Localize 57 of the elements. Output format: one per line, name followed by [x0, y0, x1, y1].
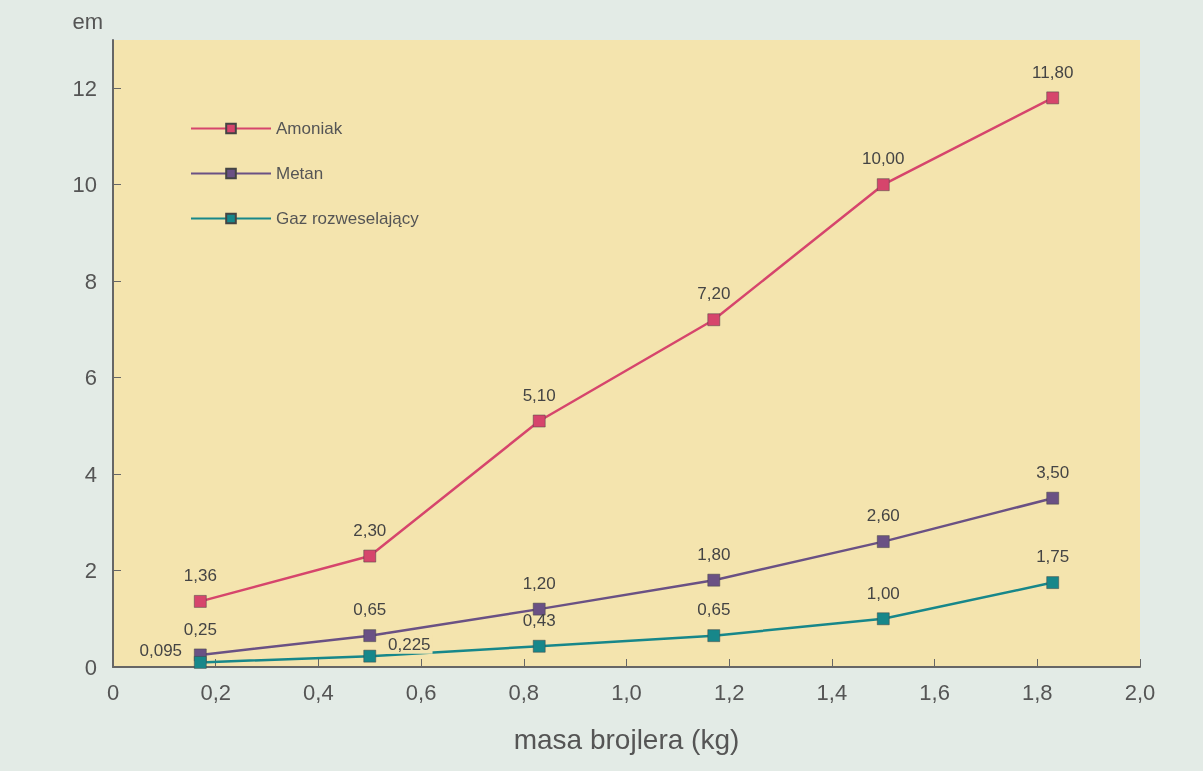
point	[1046, 491, 1059, 505]
x-tick-label: 1,8	[1022, 679, 1053, 705]
legend-label: Gaz rozweselający	[276, 209, 420, 228]
y-tick-label: 12	[72, 75, 97, 101]
y-tick-label: 6	[84, 365, 97, 391]
x-tick-label: 1,2	[713, 679, 745, 705]
point	[363, 629, 376, 642]
data-label: 1,00	[866, 583, 900, 603]
point	[1046, 91, 1059, 105]
data-label: 1,75	[1036, 547, 1070, 567]
data-label: 0,095	[139, 640, 183, 660]
point	[532, 414, 546, 428]
data-label: 1,36	[183, 566, 217, 586]
point	[707, 573, 721, 587]
y-tick-label: 2	[84, 558, 97, 584]
data-label: 1,20	[522, 573, 556, 593]
point	[877, 178, 890, 191]
x-tick-label: 1,0	[611, 679, 642, 705]
x-tick-label: 1,4	[816, 679, 848, 705]
point	[707, 629, 721, 642]
data-label: 7,20	[697, 284, 731, 304]
data-label: 0,25	[183, 619, 217, 639]
point	[707, 313, 721, 326]
data-label: 3,50	[1036, 462, 1070, 482]
x-tick-label: 0,2	[200, 679, 231, 705]
point	[532, 640, 546, 653]
y-tick-label: 10	[72, 172, 97, 198]
x-tick-label: 2,0	[1124, 679, 1156, 705]
x-tick-label: 0,6	[405, 679, 437, 705]
point	[877, 535, 890, 548]
data-label: 1,80	[697, 544, 731, 564]
point	[194, 595, 207, 608]
y-axis-title: em	[72, 8, 103, 34]
point	[1046, 576, 1059, 589]
x-tick-label: 1,6	[919, 679, 950, 705]
data-label: 0,225	[388, 634, 431, 654]
x-tick-label: 0,4	[303, 679, 334, 705]
point	[363, 549, 376, 563]
y-tick-label: 0	[84, 654, 97, 680]
data-label: 2,60	[866, 506, 900, 526]
data-label: 5,10	[522, 385, 556, 405]
legend-label: Amoniak	[276, 119, 343, 138]
point	[877, 612, 890, 626]
point	[363, 649, 376, 663]
y-tick-label: 8	[84, 268, 97, 294]
data-label: 11,80	[1032, 62, 1074, 82]
legend-label: Metan	[276, 164, 324, 183]
x-axis-title: masa brojlera (kg)	[513, 723, 740, 755]
data-label: 0,43	[522, 611, 556, 631]
x-tick-label: 0,8	[508, 679, 540, 705]
data-label: 0,65	[697, 600, 731, 620]
x-tick-label: 0	[106, 679, 120, 705]
y-tick-label: 4	[84, 461, 97, 487]
data-label: 10,00	[861, 149, 905, 169]
data-label: 2,30	[353, 520, 387, 540]
point	[194, 656, 207, 669]
data-label: 0,65	[353, 600, 387, 620]
